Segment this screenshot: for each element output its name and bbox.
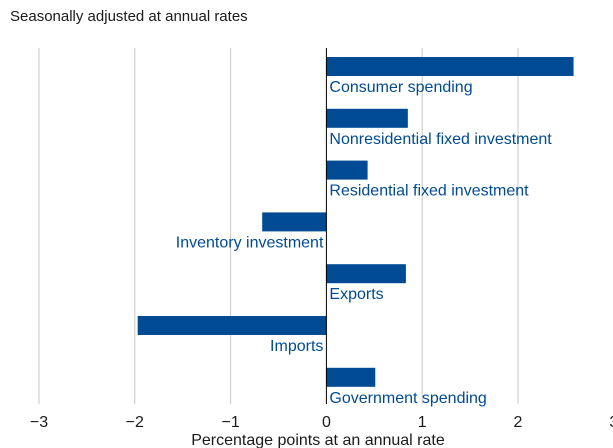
bar-category-label: Inventory investment (176, 234, 324, 251)
bar (326, 108, 408, 128)
bar (326, 57, 574, 76)
bar-category-label: Government spending (329, 390, 486, 407)
bar (326, 160, 368, 180)
bar (262, 212, 327, 232)
x-tick-layer: −3 −2 −1 0 1 2 3 (30, 414, 613, 431)
bar (137, 316, 327, 335)
bar-category-label: Exports (329, 286, 383, 303)
x-tick-label: −3 (30, 414, 48, 431)
x-tick-label: −2 (126, 414, 144, 431)
x-axis-title: Percentage points at an annual rate (191, 432, 445, 448)
x-tick-label: −1 (221, 414, 239, 431)
x-tick-label: 2 (514, 414, 523, 431)
bar (326, 264, 406, 284)
bar-category-label: Imports (270, 338, 323, 355)
x-tick-label: 0 (322, 414, 331, 431)
grid-layer (38, 48, 519, 404)
bar-label-layer: Consumer spending Nonresidential fixed in… (176, 79, 553, 407)
bar-category-label: Nonresidential fixed investment (329, 131, 552, 148)
chart-subtitle: Seasonally adjusted at annual rates (10, 8, 248, 25)
bar (326, 367, 376, 387)
bar-layer (137, 57, 574, 387)
x-tick-label: 3 (609, 414, 613, 431)
bar-category-label: Residential fixed investment (329, 183, 529, 200)
bar-category-label: Consumer spending (329, 79, 472, 96)
x-tick-label: 1 (418, 414, 427, 431)
